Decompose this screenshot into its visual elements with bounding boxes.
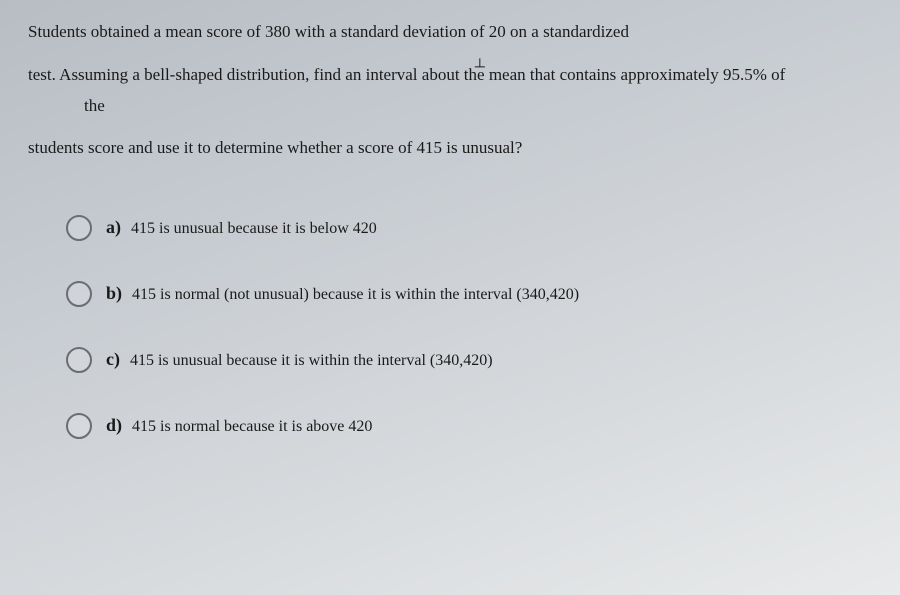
option-a[interactable]: a) 415 is unusual because it is below 42… [66, 215, 872, 241]
option-b-content: b) 415 is normal (not unusual) because i… [106, 283, 579, 304]
radio-c[interactable] [66, 347, 92, 373]
option-a-label: a) [106, 217, 121, 237]
option-a-text: 415 is unusual because it is below 420 [131, 220, 377, 237]
option-c-content: c) 415 is unusual because it is within t… [106, 349, 493, 370]
radio-a[interactable] [66, 215, 92, 241]
option-b[interactable]: b) 415 is normal (not unusual) because i… [66, 281, 872, 307]
option-c[interactable]: c) 415 is unusual because it is within t… [66, 347, 872, 373]
question-line-1: Students obtained a mean score of 380 wi… [28, 18, 872, 45]
radio-b[interactable] [66, 281, 92, 307]
question-line-2: test. Assuming a bell-shaped distributio… [28, 61, 872, 88]
option-c-label: c) [106, 349, 120, 369]
question-line-2-post: mean that contains approximately 95.5% o… [489, 65, 785, 84]
option-c-text: 415 is unusual because it is within the … [130, 352, 493, 369]
question-line-2-sub: the [84, 92, 872, 119]
option-d-label: d) [106, 415, 122, 435]
caret-insert-mark: ┴ [475, 57, 485, 79]
option-d[interactable]: d) 415 is normal because it is above 420 [66, 413, 872, 439]
option-d-content: d) 415 is normal because it is above 420 [106, 415, 372, 436]
option-b-text: 415 is normal (not unusual) because it i… [132, 286, 579, 303]
question-line-2-pre: test. Assuming a bell-shaped distributio… [28, 65, 485, 84]
radio-d[interactable] [66, 413, 92, 439]
option-d-text: 415 is normal because it is above 420 [132, 418, 372, 435]
option-a-content: a) 415 is unusual because it is below 42… [106, 217, 377, 238]
question-line-3: students score and use it to determine w… [28, 134, 872, 161]
question-block: Students obtained a mean score of 380 wi… [28, 18, 872, 161]
options-list: a) 415 is unusual because it is below 42… [28, 215, 872, 439]
option-b-label: b) [106, 283, 122, 303]
